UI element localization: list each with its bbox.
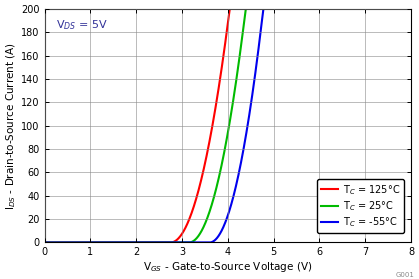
Text: V$_{DS}$ = 5V: V$_{DS}$ = 5V	[56, 18, 108, 32]
T$_C$ = 125°C	[280, 7, 285, 11]
T$_C$ = 25°C	[42, 241, 47, 244]
T$_C$ = 25°C	[182, 241, 187, 244]
T$_C$ = -55°C	[182, 241, 187, 244]
T$_C$ = 125°C	[409, 7, 414, 11]
Y-axis label: I$_{DS}$ - Drain-to-Source Current (A): I$_{DS}$ - Drain-to-Source Current (A)	[5, 42, 18, 210]
Line: T$_C$ = -55°C: T$_C$ = -55°C	[44, 9, 411, 242]
T$_C$ = 25°C	[262, 7, 267, 11]
Line: T$_C$ = 25°C: T$_C$ = 25°C	[44, 9, 411, 242]
T$_C$ = -55°C	[316, 7, 321, 11]
T$_C$ = -55°C	[409, 7, 414, 11]
T$_C$ = 125°C	[316, 7, 321, 11]
T$_C$ = 125°C	[262, 7, 267, 11]
T$_C$ = -55°C	[262, 7, 267, 11]
T$_C$ = 125°C	[344, 7, 349, 11]
T$_C$ = -55°C	[42, 241, 47, 244]
T$_C$ = 25°C	[316, 7, 321, 11]
T$_C$ = -55°C	[261, 7, 266, 11]
T$_C$ = 25°C	[280, 7, 285, 11]
Line: T$_C$ = 125°C: T$_C$ = 125°C	[44, 9, 411, 242]
T$_C$ = 25°C	[344, 7, 349, 11]
Text: G001: G001	[396, 271, 415, 278]
T$_C$ = 125°C	[182, 228, 187, 231]
Legend: T$_C$ = 125°C, T$_C$ = 25°C, T$_C$ = -55°C: T$_C$ = 125°C, T$_C$ = 25°C, T$_C$ = -55…	[317, 179, 404, 233]
T$_C$ = -55°C	[280, 7, 285, 11]
T$_C$ = -55°C	[344, 7, 349, 11]
T$_C$ = 25°C	[109, 241, 114, 244]
T$_C$ = 25°C	[409, 7, 414, 11]
T$_C$ = 125°C	[109, 241, 114, 244]
T$_C$ = -55°C	[109, 241, 114, 244]
T$_C$ = 25°C	[243, 7, 248, 11]
T$_C$ = 125°C	[227, 7, 232, 11]
X-axis label: V$_{GS}$ - Gate-to-Source Voltage (V): V$_{GS}$ - Gate-to-Source Voltage (V)	[143, 260, 313, 274]
T$_C$ = 125°C	[42, 241, 47, 244]
